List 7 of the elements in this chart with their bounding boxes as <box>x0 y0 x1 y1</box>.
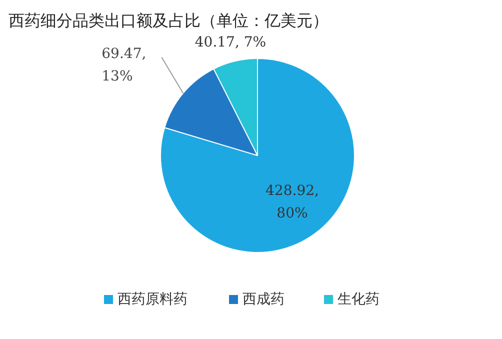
legend-label: 西成药 <box>242 292 284 308</box>
chart-title: 西药细分品类出口额及占比（单位：亿美元） <box>8 11 328 30</box>
data-label: 428.92, 80% <box>266 182 319 222</box>
legend-label: 生化药 <box>338 292 380 308</box>
data-label: 40.17, 7% <box>194 34 266 50</box>
legend-label: 西药原料药 <box>118 292 188 308</box>
data-label: 69.47, 13% <box>102 46 146 84</box>
